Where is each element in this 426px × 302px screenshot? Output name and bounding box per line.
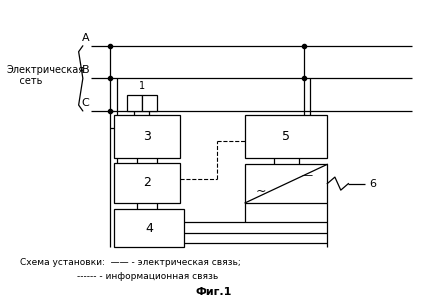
Text: Схема установки:  —— - электрическая связь;: Схема установки: —— - электрическая связ…: [20, 258, 240, 267]
Text: 2: 2: [143, 176, 151, 189]
Text: 4: 4: [145, 222, 153, 235]
Bar: [245, 115, 326, 159]
Bar: [114, 115, 179, 159]
Text: —: —: [301, 170, 312, 180]
Text: B: B: [81, 66, 89, 76]
Text: A: A: [81, 33, 89, 43]
Bar: [114, 209, 184, 247]
Bar: [127, 95, 141, 111]
Text: 1: 1: [138, 81, 144, 91]
Bar: [114, 163, 179, 203]
Text: ~: ~: [255, 185, 266, 198]
Text: Фиг.1: Фиг.1: [195, 287, 231, 297]
Text: ------ - информационная связь: ------ - информационная связь: [76, 272, 217, 281]
Text: C: C: [81, 98, 89, 108]
Text: 3: 3: [143, 130, 151, 143]
Text: 5: 5: [282, 130, 290, 143]
Text: 6: 6: [368, 178, 376, 189]
Bar: [141, 95, 156, 111]
Text: Электрическая
    сеть: Электрическая сеть: [7, 65, 85, 86]
Bar: [245, 164, 326, 203]
